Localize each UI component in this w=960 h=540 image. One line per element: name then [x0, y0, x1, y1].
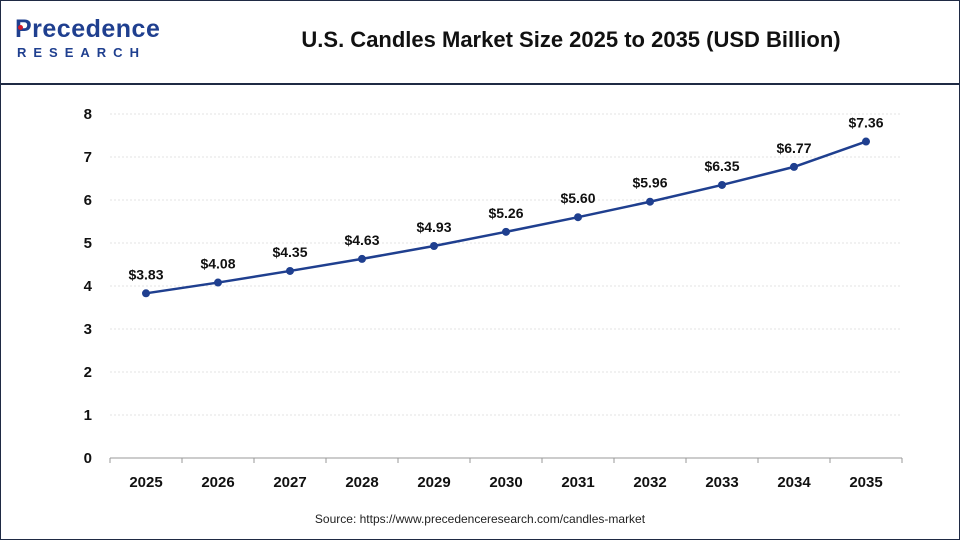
data-point — [286, 266, 294, 275]
x-tick-label: 2035 — [849, 474, 882, 491]
x-tick-label: 2025 — [129, 474, 162, 491]
data-label: $4.35 — [272, 244, 307, 260]
data-point — [574, 213, 582, 222]
data-point — [214, 278, 222, 287]
y-tick-label: 0 — [84, 450, 92, 467]
brand-name: Precedence — [15, 15, 161, 43]
data-labels: $3.83 $4.08 $4.35 $4.63 $4.93 $5.26 $5.60 $5.96… — [128, 115, 883, 283]
y-axis-ticks: 0 1 2 3 4 5 6 7 8 — [84, 106, 93, 467]
source-note: Source: https://www.precedenceresearch.c… — [314, 512, 646, 526]
logo-dot-icon — [18, 25, 23, 30]
data-label: $6.77 — [776, 140, 811, 156]
data-label: $5.96 — [632, 175, 667, 191]
data-label: $4.08 — [200, 256, 235, 272]
y-tick-label: 8 — [84, 106, 92, 123]
y-tick-label: 1 — [84, 407, 92, 424]
y-tick-label: 7 — [84, 149, 92, 166]
x-tick-label: 2027 — [273, 474, 306, 491]
brand-logo: Precedence RESEARCH — [15, 15, 165, 65]
x-tick-label: 2034 — [777, 474, 811, 491]
header: Precedence RESEARCH U.S. Candles Market … — [1, 1, 959, 85]
data-point — [142, 289, 150, 298]
x-axis: 2025 2026 2027 2028 2029 2030 2031 2032 2033 2034… — [109, 457, 903, 491]
data-label: $3.83 — [128, 266, 163, 282]
x-tick-label: 2032 — [633, 474, 666, 491]
data-point — [430, 242, 438, 251]
data-label: $5.60 — [560, 190, 595, 206]
x-tick-label: 2031 — [561, 474, 594, 491]
data-point — [358, 254, 366, 263]
y-tick-label: 5 — [84, 235, 92, 252]
data-point — [862, 137, 870, 146]
x-tick-label: 2030 — [489, 474, 522, 491]
data-label: $4.93 — [416, 219, 451, 235]
data-label: $7.36 — [848, 115, 883, 131]
data-point — [718, 180, 726, 189]
x-tick-label: 2029 — [417, 474, 450, 491]
data-point — [646, 197, 654, 206]
x-tick-label: 2033 — [705, 474, 738, 491]
y-tick-label: 6 — [84, 192, 92, 209]
data-label: $6.35 — [704, 158, 739, 174]
data-points — [142, 137, 870, 298]
data-point — [790, 162, 798, 171]
y-tick-label: 4 — [84, 278, 93, 295]
gridlines — [110, 113, 902, 416]
x-tick-label: 2028 — [345, 474, 378, 491]
data-point — [502, 227, 510, 236]
data-label: $4.63 — [344, 232, 379, 248]
y-tick-label: 3 — [84, 321, 92, 338]
y-tick-label: 2 — [84, 364, 92, 381]
x-tick-label: 2026 — [201, 474, 234, 491]
chart-title: U.S. Candles Market Size 2025 to 2035 (U… — [301, 27, 841, 52]
data-label: $5.26 — [488, 205, 523, 221]
brand-subname: RESEARCH — [17, 45, 146, 60]
